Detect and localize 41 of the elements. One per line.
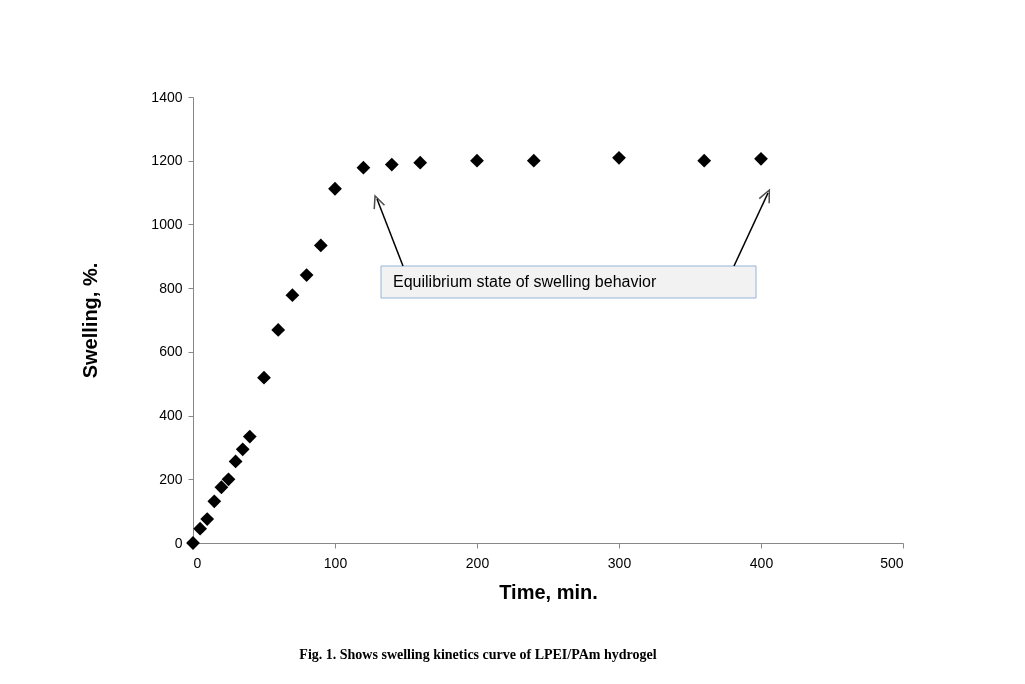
point (285, 288, 300, 303)
x-tick-label: 500 (880, 554, 904, 571)
point (413, 155, 428, 170)
x-tick-label: 200 (465, 554, 490, 571)
point (214, 480, 229, 495)
y-tick-label: 200 (159, 470, 183, 487)
point (228, 454, 243, 469)
point (207, 494, 222, 509)
point (697, 153, 712, 168)
point (313, 238, 328, 253)
point (299, 268, 314, 282)
y-tick-label: 1000 (151, 215, 183, 232)
point (470, 153, 484, 168)
point (612, 150, 626, 165)
y-tick-label: 1400 (151, 88, 183, 105)
y-tick-label: 400 (159, 407, 183, 424)
x-tick-label: 100 (323, 554, 348, 571)
point (384, 157, 399, 172)
x-axis-title: Time, min. (499, 580, 598, 603)
point (235, 442, 250, 457)
x-tick-label: 300 (607, 554, 632, 571)
point (356, 160, 371, 175)
y-tick-label: 800 (159, 279, 183, 296)
y-axis-title: Swelling, %. (79, 262, 102, 379)
point (186, 536, 200, 550)
point (271, 322, 286, 337)
point (526, 153, 541, 168)
y-tick-label: 0 (174, 534, 183, 551)
point (242, 429, 257, 444)
point (200, 512, 215, 526)
y-tick-label: 1200 (151, 152, 183, 169)
y-tick-label: 600 (159, 343, 183, 360)
annotation: Equilibrium state of swelling behavior (393, 273, 657, 290)
x-tick-label: 400 (749, 554, 774, 571)
point (221, 472, 236, 487)
caption: Fig. 1. Shows swelling kinetics curve of LPEI/PAm hydrogel (299, 647, 657, 662)
point (193, 521, 207, 536)
point (328, 181, 342, 196)
x-tick-label: 0 (193, 554, 202, 571)
point (754, 151, 768, 166)
point (257, 370, 271, 385)
